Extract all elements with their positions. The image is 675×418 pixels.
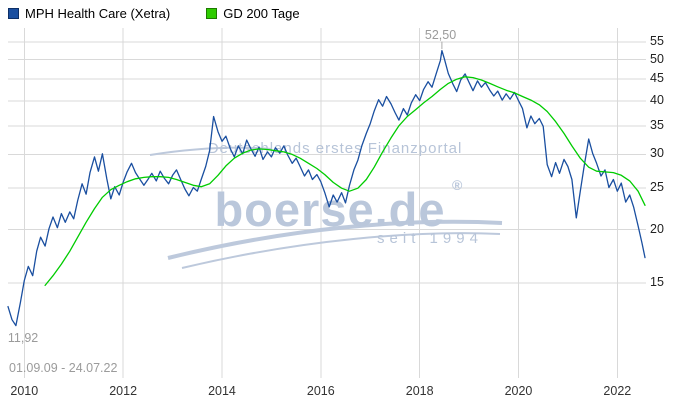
x-axis-tick-label: 2022 (603, 384, 632, 398)
chart-legend: MPH Health Care (Xetra) GD 200 Tage (8, 6, 300, 21)
y-axis-tick-label: 35 (650, 117, 664, 132)
x-axis-tick-label: 2010 (10, 384, 39, 398)
watermark-brand: boerse.de (214, 183, 445, 236)
y-axis-tick-label: 20 (650, 221, 664, 236)
price-series-label: MPH Health Care (Xetra) (25, 6, 171, 21)
watermark-swoosh-main (167, 219, 503, 260)
x-axis-tick-label: 2020 (504, 384, 533, 398)
grid-layer (8, 28, 646, 378)
x-axis-tick-label: 2018 (405, 384, 434, 398)
y-axis-tick-label: 45 (650, 71, 664, 86)
watermark-since: seit 1994 (377, 230, 483, 247)
y-axis-tick-label: 30 (650, 146, 664, 161)
legend-item-ma200: GD 200 Tage (206, 6, 300, 21)
ma200-series-swatch (206, 8, 218, 19)
y-axis-tick-label: 55 (650, 34, 664, 48)
ma200-series-label: GD 200 Tage (223, 6, 300, 21)
date-range-label: 01.09.09 - 24.07.22 (9, 361, 118, 375)
y-axis-tick-label: 25 (650, 180, 664, 195)
watermark-registered-mark: ® (452, 177, 463, 193)
ma200-line (44, 76, 646, 287)
high-value-annotation: 52,50 (424, 27, 457, 42)
watermark-swoosh-thin (181, 232, 501, 269)
x-axis-tick-label: 2016 (306, 384, 335, 398)
price-series-swatch (8, 8, 19, 19)
y-axis-tick-label: 50 (650, 51, 664, 66)
y-axis-tick-label: 40 (650, 93, 664, 108)
legend-item-price: MPH Health Care (Xetra) (8, 6, 170, 21)
series-layer (7, 49, 646, 327)
low-value-annotation: 11,92 (7, 330, 39, 345)
y-axis-tick-label: 15 (650, 274, 664, 289)
watermark: Deutschlands erstes Finanzportal boerse.… (149, 140, 503, 269)
watermark-tagline: Deutschlands erstes Finanzportal (208, 140, 463, 157)
price-line (7, 49, 646, 327)
x-axis-tick-label: 2012 (109, 384, 138, 398)
x-axis-tick-label: 2014 (208, 384, 236, 398)
